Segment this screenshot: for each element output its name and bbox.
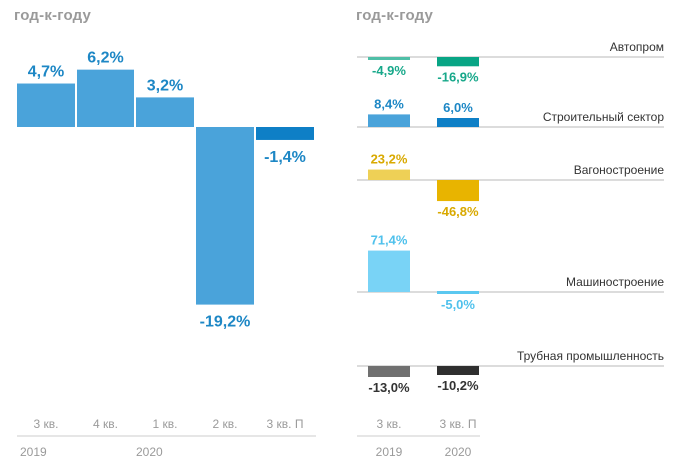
bar — [368, 169, 410, 180]
category-label: Строительный сектор — [543, 110, 664, 124]
bar-value-label: 71,4% — [371, 233, 408, 248]
bar — [256, 127, 314, 140]
bar-value-label: 6,2% — [87, 50, 123, 67]
bar-value-label: 3,2% — [147, 77, 183, 94]
x-tick-label: 3 кв. — [34, 417, 59, 431]
x-tick-label: 1 кв. — [153, 417, 178, 431]
x-tick-label: 2 кв. — [213, 417, 238, 431]
bar-value-label: -1,4% — [264, 149, 306, 166]
bar-value-label: -13,0% — [368, 380, 410, 395]
category-label: Машиностроение — [566, 275, 664, 289]
bar-value-label: 23,2% — [371, 152, 408, 167]
category-label: Трубная промышленность — [517, 349, 664, 363]
bar — [368, 250, 410, 292]
x-tick-label: 3 кв. П — [440, 417, 477, 431]
x-tick-label: 3 кв. П — [267, 417, 304, 431]
year-label: 2019 — [376, 445, 403, 459]
bar — [17, 83, 75, 127]
left-chart-title: год-к-году — [14, 7, 92, 24]
bar — [136, 97, 194, 127]
bar — [437, 180, 479, 202]
bar — [368, 114, 410, 127]
bar — [196, 127, 254, 305]
bar — [437, 291, 479, 294]
bar-value-label: -10,2% — [437, 378, 479, 393]
bar — [437, 57, 479, 67]
bar-value-label: 8,4% — [374, 96, 404, 111]
right-chart-title: год-к-году — [356, 7, 434, 24]
category-label: Вагоностроение — [574, 163, 665, 177]
bar-value-label: -19,2% — [200, 314, 251, 331]
bar — [368, 57, 410, 60]
category-label: Автопром — [610, 40, 664, 54]
bar — [437, 118, 479, 127]
year-label: 2020 — [445, 445, 472, 459]
bar — [437, 366, 479, 375]
bar — [77, 69, 134, 127]
bar-value-label: 6,0% — [443, 100, 473, 115]
x-tick-label: 3 кв. — [377, 417, 402, 431]
bar-value-label: -4,9% — [372, 63, 406, 78]
bar-value-label: 4,7% — [28, 64, 64, 81]
bar — [368, 366, 410, 377]
x-tick-label: 4 кв. — [93, 417, 118, 431]
year-label: 2020 — [136, 445, 163, 459]
bar-value-label: -5,0% — [441, 297, 475, 312]
year-label: 2019 — [20, 445, 47, 459]
bar-value-label: -46,8% — [437, 204, 479, 219]
bar-value-label: -16,9% — [437, 69, 479, 84]
